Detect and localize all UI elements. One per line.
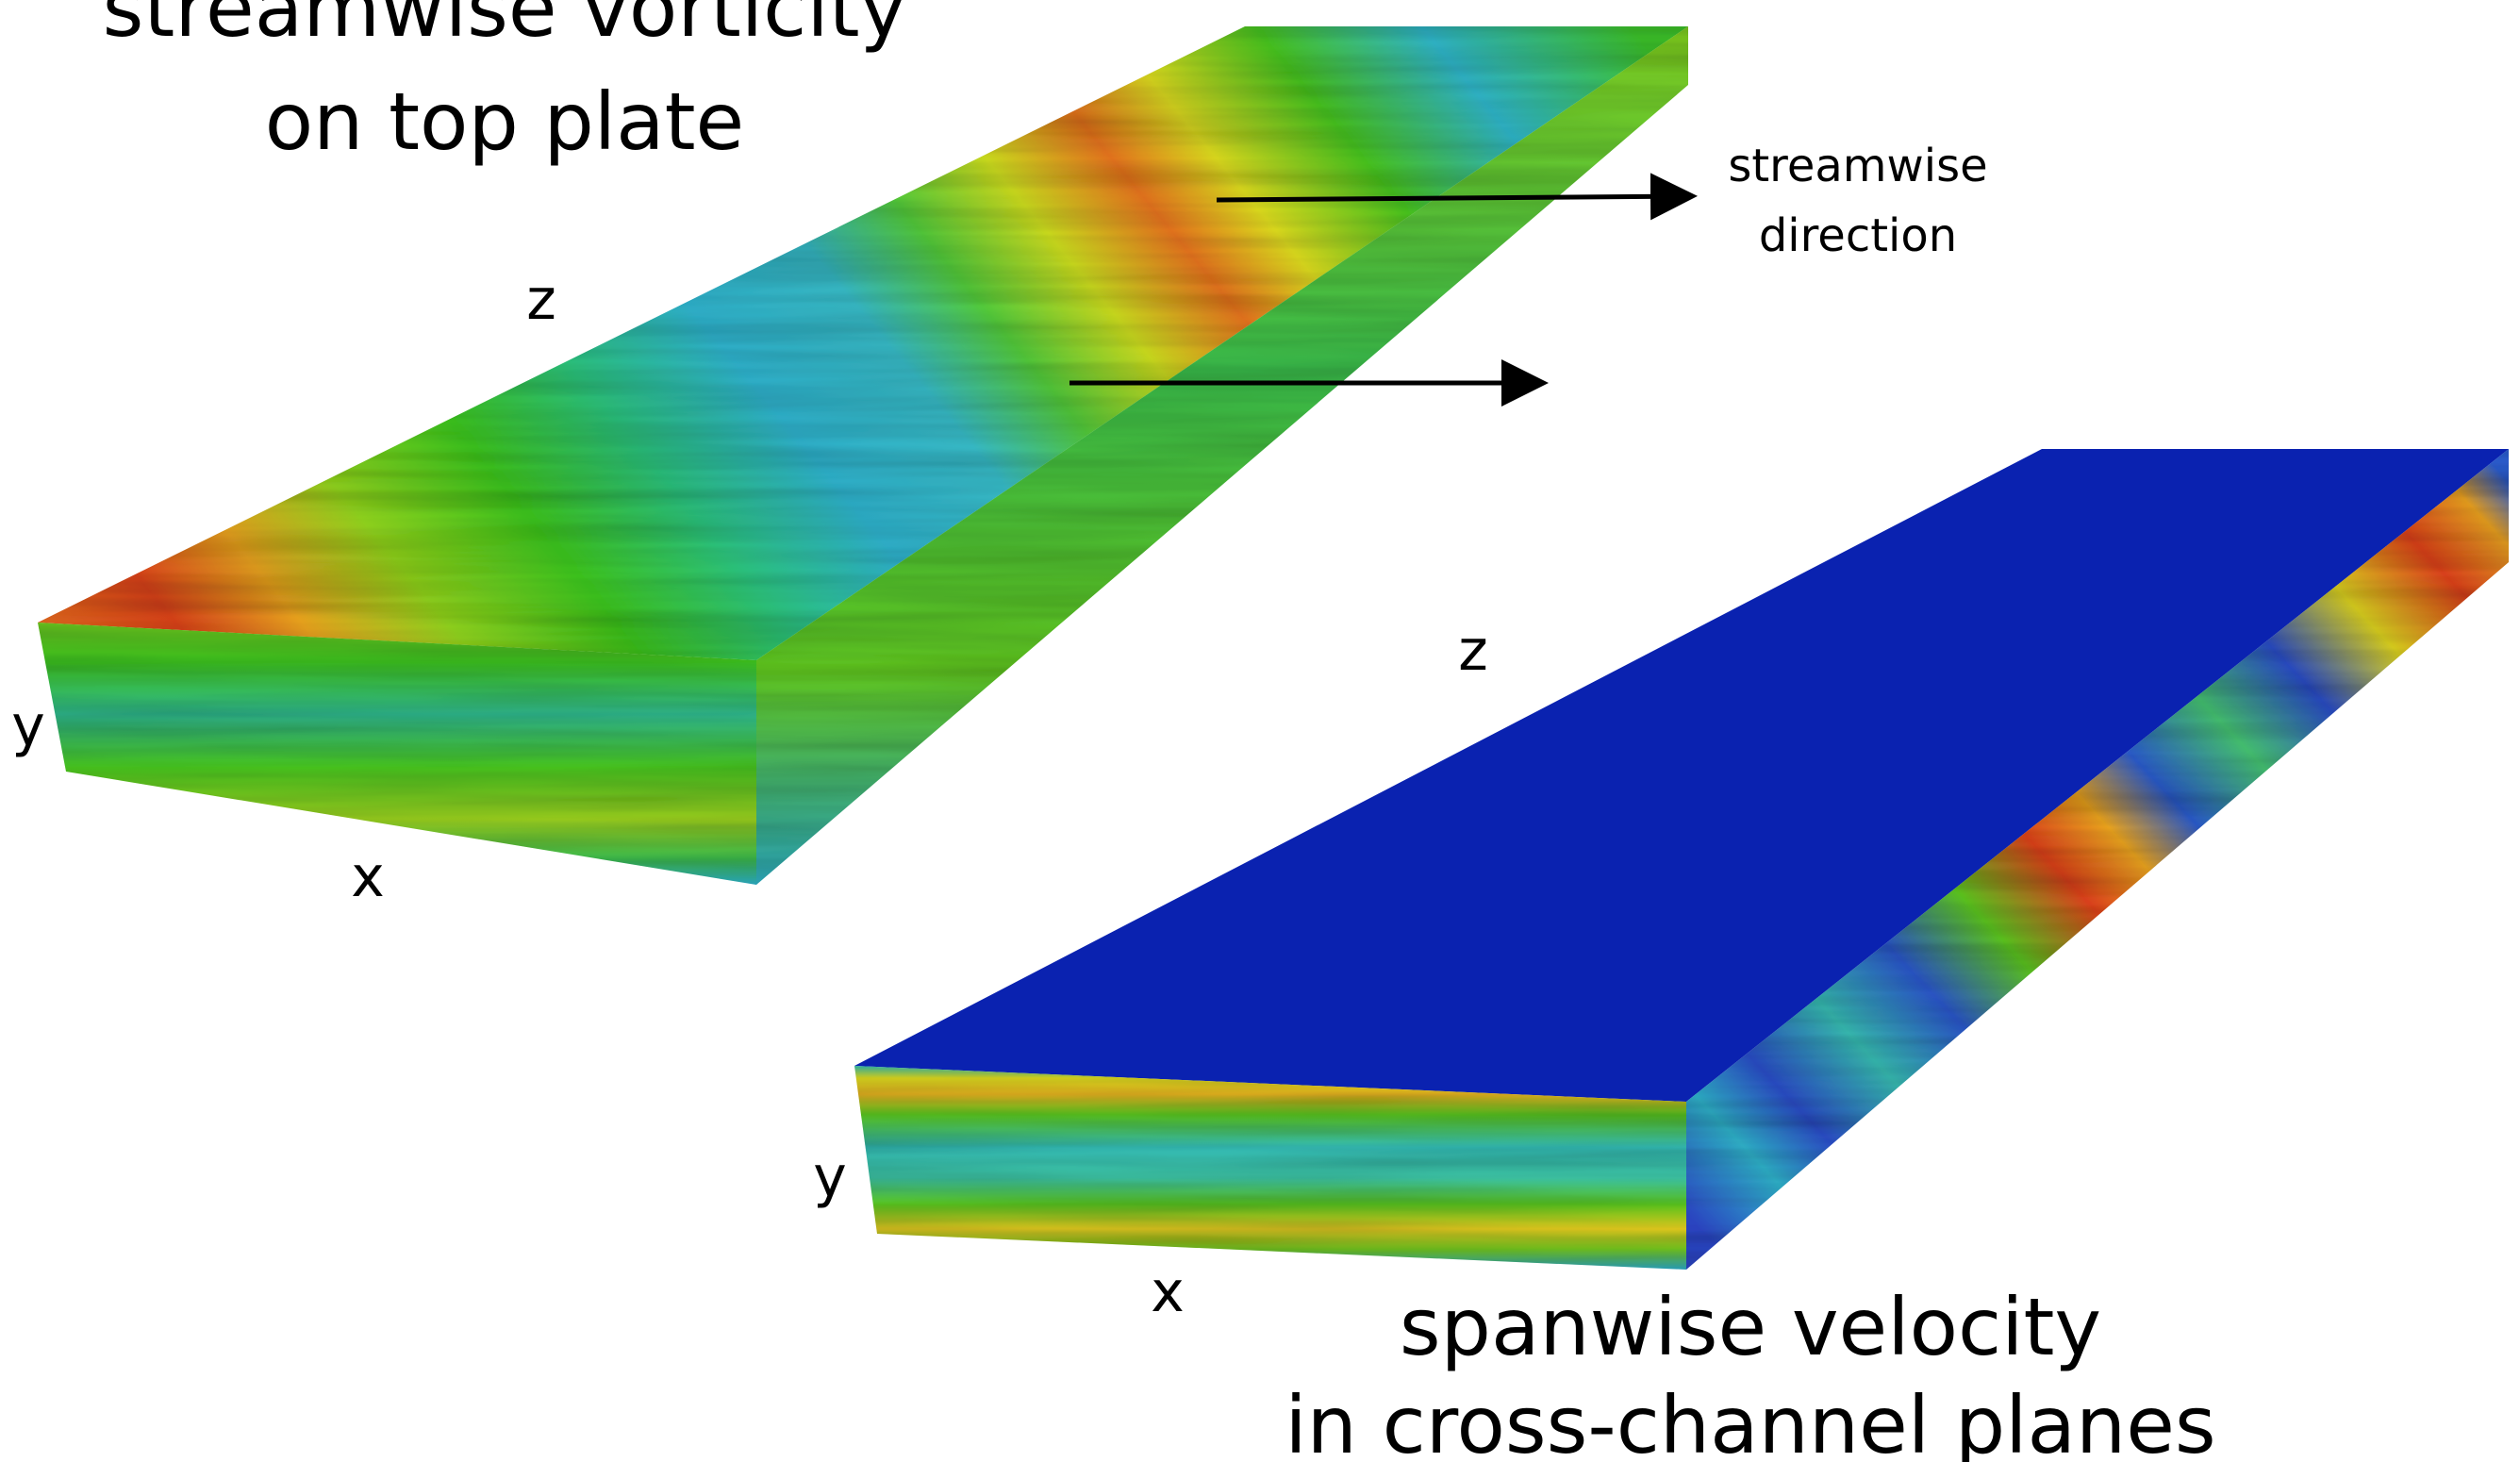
streamwise-arrow-upper [1216,173,1698,221]
box1-axis-x: x [351,844,385,910]
title-bottom-line2: in cross-channel planes [1285,1379,2215,1462]
box1-side-face [756,26,1688,885]
box1-axis-y: y [11,693,45,759]
box2-axis-z: z [1458,618,1488,684]
box1-front-face [38,623,756,885]
box1-top-face [38,26,1688,660]
annotation-line1: streamwise [1728,140,1987,192]
box1-axis-z: z [526,267,556,333]
box2-axis-x: x [1151,1259,1185,1325]
title-bottom-line1: spanwise velocity [1400,1281,2101,1373]
box2-axis-y: y [813,1144,847,1210]
box-vorticity [38,26,1688,885]
box2-front-face [854,1066,1686,1270]
box2-side-face [1686,449,2509,1270]
annotation-line2: direction [1759,209,1957,262]
box2-top-face [854,449,2509,1102]
title-top-line1: streamwise vorticity [103,0,907,55]
box-spanwise [854,449,2509,1270]
title-top-line2: on top plate [265,75,744,168]
